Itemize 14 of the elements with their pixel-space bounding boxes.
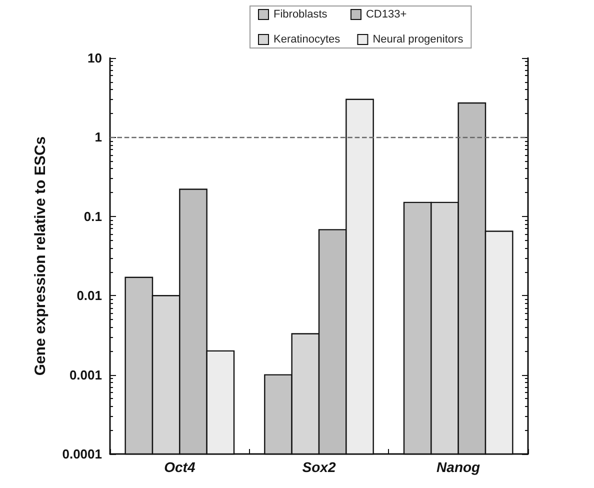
- y-tick-label: 10: [88, 50, 102, 66]
- x-tick-label: Oct4: [164, 459, 196, 475]
- x-tick-label: Nanog: [436, 459, 481, 475]
- legend-label: Fibroblasts: [274, 8, 336, 20]
- y-tick-label: 1: [94, 130, 102, 145]
- y-tick-label: 0.001: [69, 367, 102, 382]
- legend-label: Neural progenitors: [372, 34, 464, 46]
- y-tick-label: 0.0001: [62, 446, 102, 462]
- legend-label: CD133+: [366, 8, 432, 20]
- legend-label: Keratinocytes: [274, 34, 344, 46]
- y-tick-label: 0.1: [84, 208, 102, 224]
- x-tick-label: Sox2: [302, 459, 336, 475]
- y-tick-label: 0.01: [76, 288, 102, 304]
- y-axis-title: Gene expression relative to ESCs: [32, 136, 49, 376]
